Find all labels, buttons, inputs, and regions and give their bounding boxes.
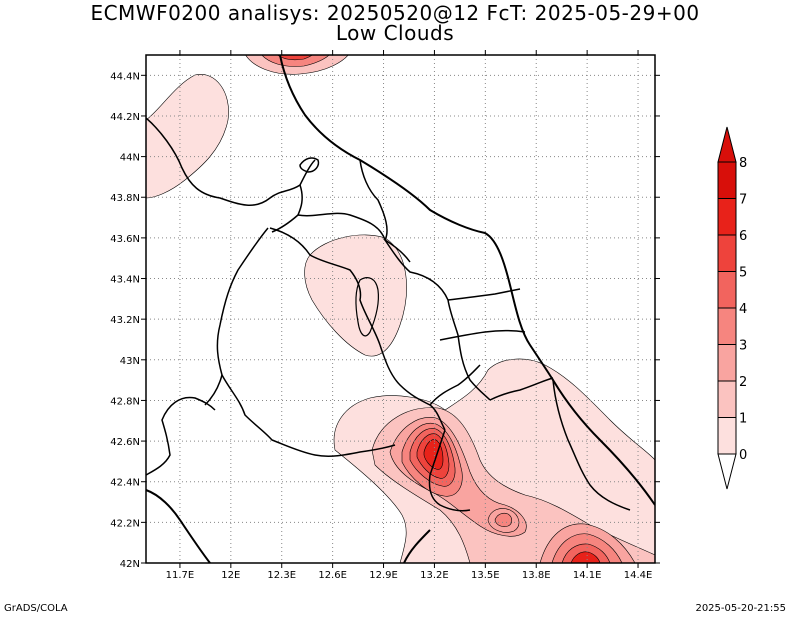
grid-lines — [146, 55, 655, 563]
y-tick-label: 44.4N — [110, 71, 140, 82]
colorbar-segment — [717, 417, 737, 455]
coastline — [279, 55, 655, 506]
x-tick-label: 12.9E — [369, 570, 398, 581]
colorbar-segment — [717, 234, 737, 272]
y-tick-label: 43N — [120, 356, 140, 367]
y-tick-label: 42N — [120, 559, 140, 570]
border-tuscany-umbria — [204, 227, 269, 406]
colorbar-segment — [717, 344, 737, 382]
border-romagna — [296, 184, 386, 241]
x-tick-label: 13.8E — [522, 570, 551, 581]
y-tick-label: 42.6N — [110, 437, 140, 448]
colorbar-label: 4 — [739, 302, 747, 317]
border-tuscany-east — [269, 227, 381, 346]
colorbar-label: 2 — [739, 375, 747, 390]
y-tick-label: 44.2N — [110, 112, 140, 123]
cloud-field-north-core — [261, 55, 330, 67]
colorbar-label: 8 — [739, 156, 747, 171]
x-tick-label: 12E — [221, 570, 240, 581]
chart-subtitle: Low Clouds — [335, 21, 455, 45]
y-tick-label: 42.2N — [110, 518, 140, 529]
x-tick-label: 13.5E — [471, 570, 500, 581]
cloud-field-secondary-peak — [494, 512, 513, 527]
border-lazio-abruzzo — [428, 429, 471, 512]
colorbar-segment — [717, 198, 737, 236]
y-tick-label: 42.4N — [110, 478, 140, 489]
y-axis: 42N 42.2N 42.4N 42.6N 42.8N 43N 43.2N 43.4N 43.6… — [110, 71, 660, 570]
border-marche-inner-2 — [439, 329, 526, 341]
border-umbria-lazio — [379, 344, 446, 431]
border-marche-north — [359, 159, 411, 263]
border-umbria-marche — [384, 239, 491, 401]
colorbar-segment — [717, 380, 737, 418]
x-tick-label: 12.3E — [267, 570, 296, 581]
colorbar-label: 7 — [739, 193, 747, 208]
colorbar-segment — [717, 271, 737, 309]
border-abruzzo-molise — [552, 379, 631, 511]
y-tick-label: 44N — [120, 153, 140, 164]
colorbar-segment — [717, 307, 737, 345]
border-toscana-inner — [271, 214, 299, 233]
border-province-1 — [429, 364, 481, 406]
colorbar-label: 6 — [739, 229, 747, 244]
cloud-field-southeast-peak — [570, 551, 601, 563]
colorbar-label: 0 — [739, 448, 747, 463]
cloud-field-south-peak — [423, 439, 444, 470]
border-emilia-tuscany — [146, 117, 316, 206]
x-tick-label: 13.2E — [420, 570, 449, 581]
border-lazio-south — [221, 374, 396, 457]
y-tick-label: 42.8N — [110, 396, 140, 407]
y-tick-label: 43.4N — [110, 275, 140, 286]
colorbar-segment — [717, 161, 737, 199]
boundaries — [146, 55, 655, 563]
x-tick-label: 11.7E — [166, 570, 195, 581]
footer-timestamp: 2025-05-20-21:55 — [695, 603, 786, 614]
x-axis: 11.7E 12E 12.3E 12.6E 12.9E 13.2E 13.5E 13.8E 14… — [166, 50, 653, 581]
y-tick-label: 43.6N — [110, 234, 140, 245]
cloud-field-northwest — [146, 74, 229, 199]
plot-frame — [145, 54, 656, 564]
y-tick-label: 43.8N — [110, 193, 140, 204]
border-marche-inner — [447, 288, 521, 301]
tyrrhenian-coast — [146, 489, 211, 563]
border-san-marino — [299, 157, 320, 173]
colorbar-label: 1 — [739, 412, 747, 427]
y-tick-label: 43.2N — [110, 315, 140, 326]
x-tick-label: 14.4E — [624, 570, 653, 581]
chart-title: ECMWF0200 analisys: 20250520@12 FcT: 202… — [90, 1, 700, 25]
border-marche-abruzzo — [489, 377, 554, 401]
colorbar-top-arrow — [717, 126, 737, 163]
colorbar-label: 5 — [739, 266, 747, 281]
tyrrhenian-coast-south — [403, 529, 431, 563]
colorbar-label: 3 — [739, 339, 747, 354]
border-enclave — [355, 277, 380, 337]
colorbar: 0 1 2 3 4 5 6 7 8 — [717, 126, 747, 490]
colorbar-bottom-arrow — [717, 453, 737, 490]
x-tick-label: 14.1E — [573, 570, 602, 581]
footer-credit: GrADS/COLA — [4, 603, 68, 614]
cloud-fields — [146, 55, 655, 563]
border-west — [146, 396, 216, 476]
x-tick-label: 12.6E — [318, 570, 347, 581]
